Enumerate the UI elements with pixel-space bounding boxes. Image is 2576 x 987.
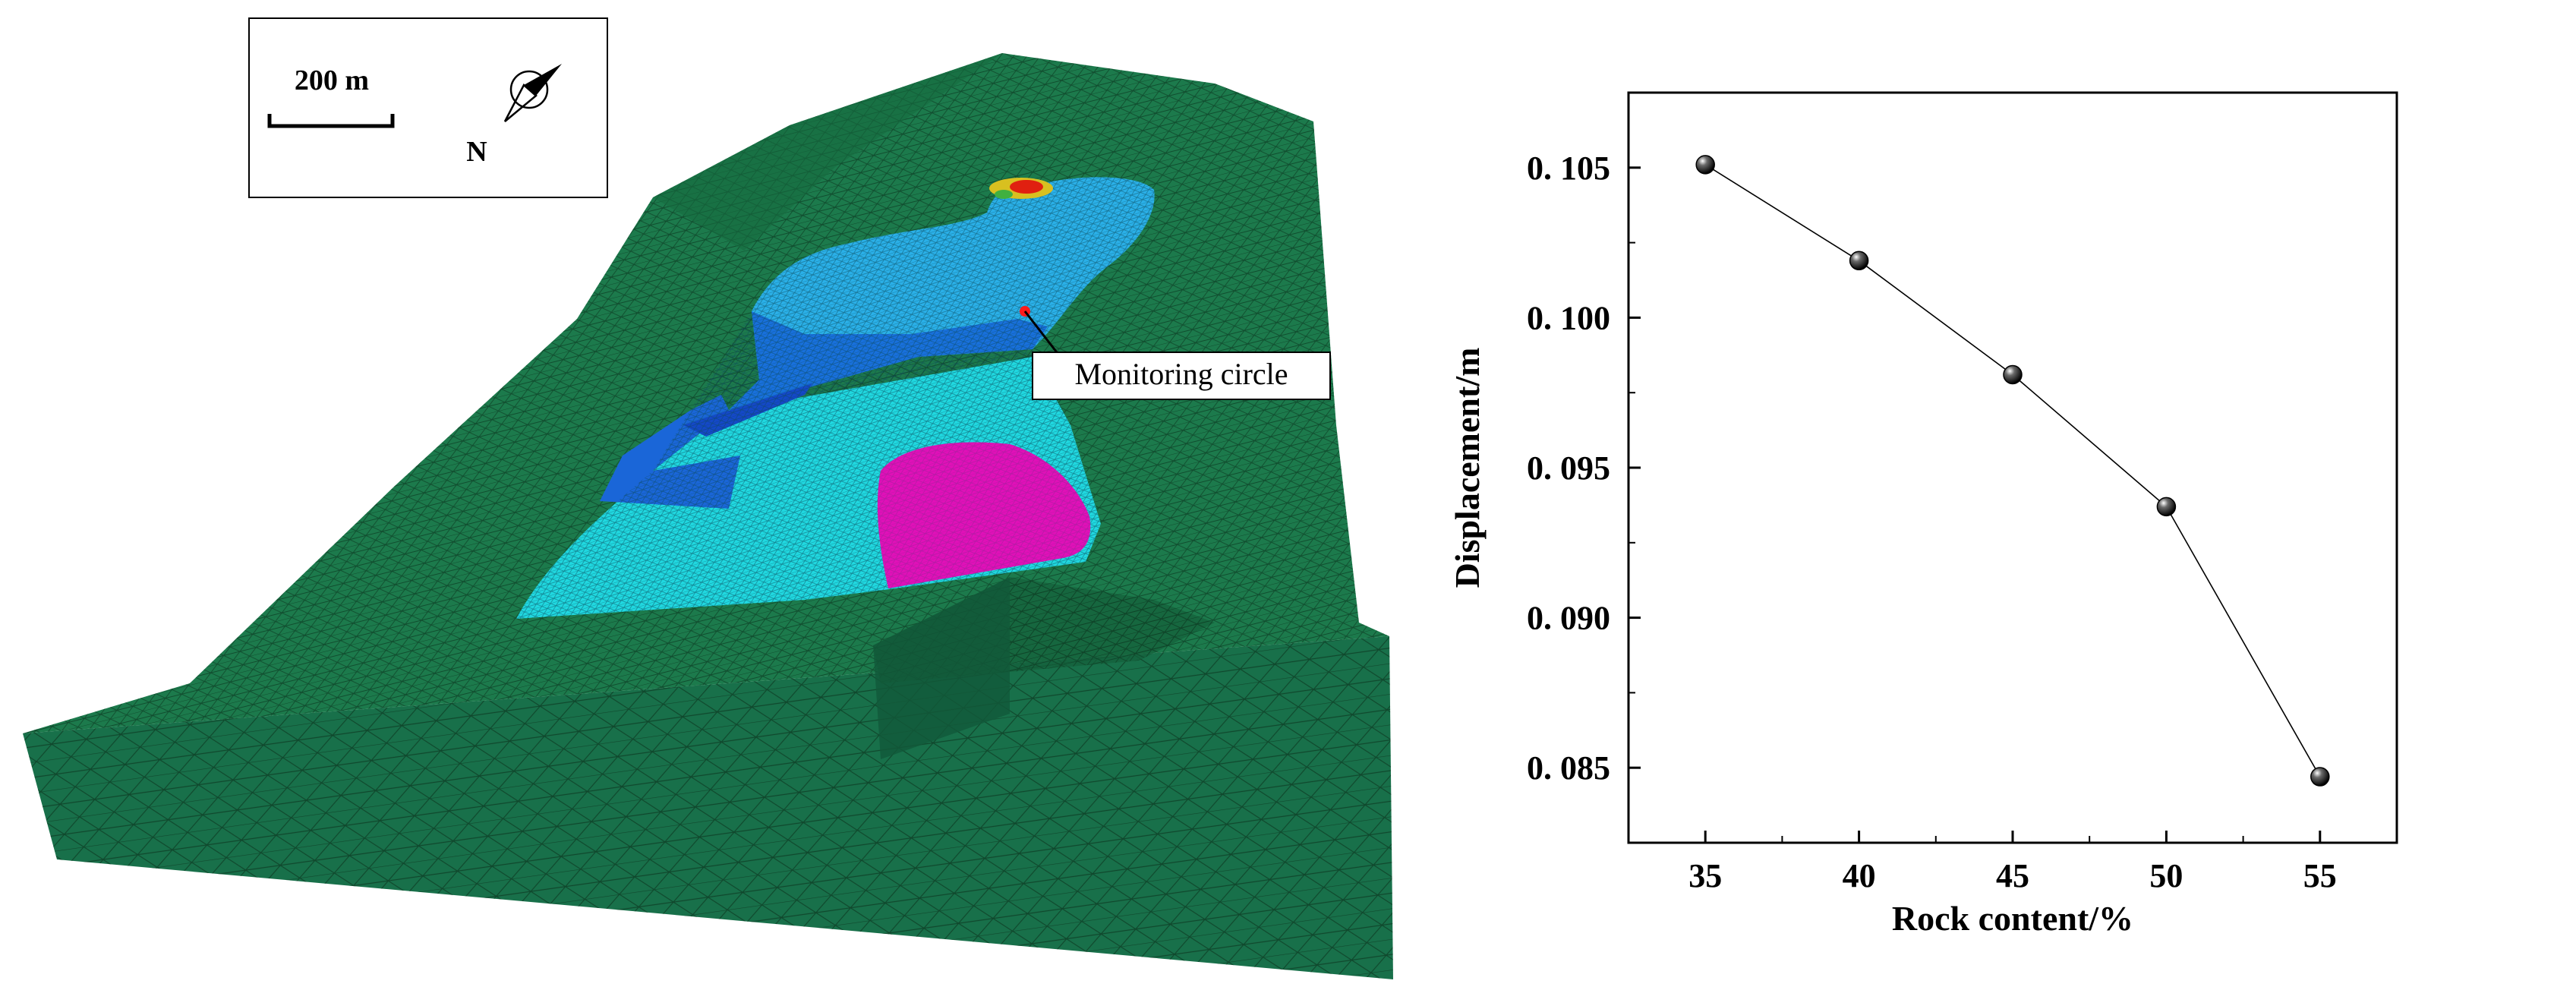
x-tick-label: 35 xyxy=(1688,857,1722,894)
data-point-marker xyxy=(1695,155,1715,175)
map-legend-box: 200 m N xyxy=(248,17,608,198)
y-tick-label: 0. 095 xyxy=(1527,449,1610,487)
data-point-marker xyxy=(2156,497,2177,517)
data-points xyxy=(1695,155,2330,787)
scale-bar xyxy=(267,114,395,128)
y-tick-label: 0. 090 xyxy=(1527,600,1610,637)
y-axis-label: Displacement/m xyxy=(1448,348,1487,588)
data-point-marker xyxy=(1849,251,1869,271)
scale-bar-label: 200 m xyxy=(295,65,369,96)
x-tick-label: 55 xyxy=(2303,857,2337,894)
x-tick-label: 45 xyxy=(1996,857,2029,894)
y-tick-label: 0. 105 xyxy=(1527,150,1610,187)
series-line xyxy=(1704,164,2321,777)
plot-frame xyxy=(1627,91,2398,844)
axis-ticks xyxy=(1628,92,2398,844)
monitoring-label: Monitoring circle xyxy=(1074,357,1288,391)
chart-panel: 0. 085 0. 090 0. 095 0. 100 0. 105 35 40 45 50 5… xyxy=(1412,0,2576,983)
displacement-chart: 0. 085 0. 090 0. 095 0. 100 0. 105 35 40 45 50 5… xyxy=(1448,91,2398,938)
x-axis-label: Rock content/% xyxy=(1892,899,2133,938)
y-tick-label: 0. 100 xyxy=(1527,299,1610,336)
terrain-front-face xyxy=(23,636,1393,979)
north-arrow-icon xyxy=(503,64,562,122)
north-label: N xyxy=(466,136,487,168)
monitoring-callout: Monitoring circle xyxy=(1020,306,1331,400)
landslide-model-figure: Monitoring circle 200 m N xyxy=(23,17,1393,979)
landslide-model-panel: Monitoring circle 200 m N xyxy=(23,17,1393,979)
data-point-marker xyxy=(2003,364,2023,385)
y-tick-labels: 0. 085 0. 090 0. 095 0. 100 0. 105 xyxy=(1527,150,1610,787)
data-point-marker xyxy=(2310,767,2330,787)
y-tick-label: 0. 085 xyxy=(1527,749,1610,787)
x-tick-labels: 35 40 45 50 55 xyxy=(1688,857,2337,894)
landslide-body xyxy=(516,177,1155,619)
x-tick-label: 50 xyxy=(2149,857,2183,894)
x-tick-label: 40 xyxy=(1843,857,1876,894)
